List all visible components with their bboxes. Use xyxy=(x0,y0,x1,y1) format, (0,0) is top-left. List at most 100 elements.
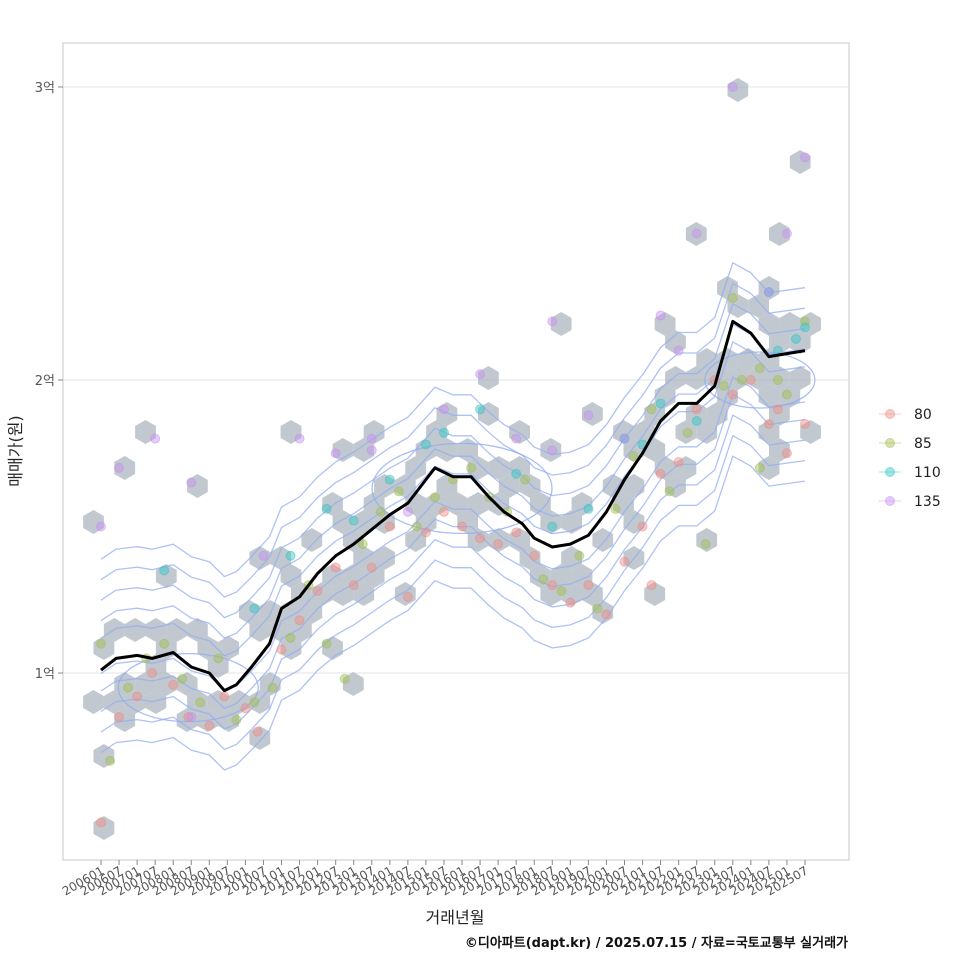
data-point-80 xyxy=(366,562,377,573)
data-point-110 xyxy=(547,521,558,532)
hexbin-cell xyxy=(789,366,811,390)
data-point-80 xyxy=(565,597,576,608)
data-point-80 xyxy=(219,691,230,702)
hexbin-cell xyxy=(509,456,530,480)
data-point-80 xyxy=(511,527,522,538)
hexbin-cell xyxy=(758,456,780,480)
hexbin-cell xyxy=(592,528,614,552)
data-point-80 xyxy=(763,418,774,429)
data-point-85 xyxy=(736,375,747,385)
hexbin-cell xyxy=(353,438,375,462)
data-point-85 xyxy=(772,375,783,385)
data-point-135 xyxy=(438,404,449,415)
data-point-135 xyxy=(619,433,630,444)
hexbin-cell xyxy=(124,618,146,642)
hexbin-cell xyxy=(467,528,489,552)
hexbin-cell xyxy=(145,618,167,642)
hexbin-cell xyxy=(405,456,427,480)
data-point-85 xyxy=(592,603,603,614)
data-point-135 xyxy=(96,521,106,532)
data-point-85 xyxy=(393,486,404,497)
hexbin-cell xyxy=(478,366,499,390)
data-point-80 xyxy=(438,506,449,517)
hexbin-cell xyxy=(332,582,354,606)
hexbin-cell xyxy=(249,690,271,714)
data-point-135 xyxy=(673,345,684,356)
hexbin-cell xyxy=(374,474,395,498)
data-point-135 xyxy=(366,433,377,444)
data-point-85 xyxy=(96,638,106,649)
data-point-85 xyxy=(556,585,567,596)
legend-label: 110 xyxy=(914,465,941,481)
data-point-85 xyxy=(628,451,639,462)
hexbin-cell xyxy=(280,636,302,660)
hexbin-cell xyxy=(301,528,323,552)
data-point-80 xyxy=(529,550,540,561)
hexbin-cell xyxy=(623,474,645,498)
hexbin-cell xyxy=(727,78,749,102)
legend-label: 85 xyxy=(914,436,932,452)
data-point-135 xyxy=(330,448,341,459)
data-point-110 xyxy=(511,468,522,479)
data-point-80 xyxy=(168,679,179,690)
data-point-135 xyxy=(511,433,522,444)
data-point-110 xyxy=(475,404,486,415)
data-point-80 xyxy=(745,375,756,385)
data-point-85 xyxy=(177,673,188,684)
data-point-135 xyxy=(727,82,738,92)
data-point-85 xyxy=(195,697,206,708)
data-point-80 xyxy=(114,711,125,722)
hexbin-cell xyxy=(426,420,447,444)
hexbin-cell xyxy=(363,492,385,516)
hexbin-cell xyxy=(665,330,686,354)
data-point-80 xyxy=(547,580,558,591)
data-point-80 xyxy=(781,448,792,459)
legend-label: 135 xyxy=(914,494,941,510)
data-point-80 xyxy=(276,644,287,655)
hexbin-cell xyxy=(114,708,136,732)
density-contour xyxy=(100,323,806,639)
hexbin-cell xyxy=(301,600,323,624)
hexbin-cell xyxy=(176,672,198,696)
data-point-80 xyxy=(619,556,630,567)
data-point-80 xyxy=(457,521,468,532)
data-point-85 xyxy=(285,632,296,643)
data-point-80 xyxy=(348,580,359,591)
data-point-135 xyxy=(547,316,558,327)
data-point-80 xyxy=(147,668,158,678)
hexbin-cell xyxy=(363,564,385,588)
hexbin-cell xyxy=(519,474,541,498)
hexbin-cell xyxy=(342,672,364,696)
data-point-80 xyxy=(772,404,783,415)
hexbin-cell xyxy=(613,492,634,516)
y-axis-title: 매매가(원) xyxy=(6,415,25,486)
density-contour xyxy=(100,282,806,598)
hexbin-cell xyxy=(145,690,167,714)
hexbin-cell xyxy=(675,456,697,480)
data-point-80 xyxy=(96,817,106,828)
data-point-80 xyxy=(673,457,684,468)
hexbin-cell xyxy=(176,708,198,732)
hexbin-cell xyxy=(582,582,603,606)
data-point-85 xyxy=(321,638,332,649)
hexbin-cell xyxy=(509,528,530,552)
data-point-135 xyxy=(150,433,161,444)
hexbin-cell xyxy=(436,402,458,426)
data-point-80 xyxy=(655,468,666,479)
hexbin-cell xyxy=(623,510,645,534)
hexbin-cell xyxy=(675,420,697,444)
data-point-110 xyxy=(159,565,170,576)
density-contour-ring xyxy=(704,351,816,409)
y-tick-label: 2억 xyxy=(35,374,55,389)
y-tick-label: 3억 xyxy=(35,81,55,96)
hexbin-cell xyxy=(155,564,177,588)
data-point-85 xyxy=(781,389,792,400)
legend-label: 80 xyxy=(914,407,932,423)
data-point-110 xyxy=(420,439,431,450)
hexbin-cell xyxy=(363,420,385,444)
data-point-80 xyxy=(475,533,486,544)
data-point-85 xyxy=(249,697,260,708)
data-point-85 xyxy=(375,506,386,517)
data-point-85 xyxy=(718,380,729,391)
